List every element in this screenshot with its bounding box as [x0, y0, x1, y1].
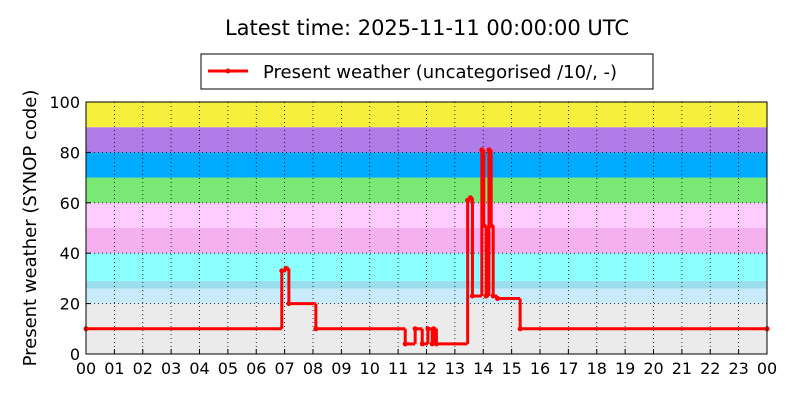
- y-tick-label: 60: [60, 194, 80, 213]
- x-tick-label: 12: [416, 359, 436, 378]
- marker: [286, 301, 292, 307]
- marker: [481, 222, 487, 228]
- marker: [313, 326, 319, 332]
- band: [86, 152, 767, 178]
- marker: [279, 268, 285, 274]
- marker: [283, 265, 289, 271]
- x-tick-label: 08: [303, 359, 323, 378]
- x-tick-label: 06: [246, 359, 266, 378]
- x-tick-label: 11: [388, 359, 408, 378]
- marker: [488, 222, 494, 228]
- y-tick-label: 100: [49, 93, 80, 112]
- x-tick-label: 14: [473, 359, 493, 378]
- marker: [467, 195, 473, 201]
- marker: [517, 326, 523, 332]
- x-tick-label: 17: [558, 359, 578, 378]
- marker: [429, 341, 435, 347]
- band: [86, 288, 767, 304]
- x-tick-label: 22: [700, 359, 720, 378]
- x-tick-label: 00: [76, 359, 96, 378]
- y-tick-label: 40: [60, 244, 80, 263]
- marker: [479, 147, 485, 153]
- band: [86, 280, 767, 289]
- y-tick-label: 20: [60, 295, 80, 314]
- marker: [433, 341, 439, 347]
- marker: [425, 326, 431, 332]
- marker: [483, 293, 489, 299]
- legend-marker: [225, 68, 231, 74]
- y-axis-label: Present weather (SYNOP code): [20, 90, 41, 367]
- x-tick-label: 00: [757, 359, 777, 378]
- x-tick-label: 05: [218, 359, 238, 378]
- marker: [419, 341, 425, 347]
- x-tick-label: 15: [501, 359, 521, 378]
- x-tick-label: 01: [104, 359, 124, 378]
- x-tick-label: 03: [161, 359, 181, 378]
- y-tick-label: 0: [70, 345, 80, 364]
- marker: [469, 293, 475, 299]
- x-tick-label: 20: [643, 359, 663, 378]
- x-tick-label: 07: [274, 359, 294, 378]
- x-tick-label: 21: [672, 359, 692, 378]
- plot-frame: [85, 101, 768, 355]
- marker: [486, 147, 492, 153]
- y-tick-label: 80: [60, 143, 80, 162]
- x-tick-label: 04: [189, 359, 209, 378]
- band: [86, 228, 767, 254]
- marker: [402, 341, 408, 347]
- x-tick-label: 16: [530, 359, 550, 378]
- band: [86, 253, 767, 281]
- band: [86, 127, 767, 153]
- x-tick-label: 10: [360, 359, 380, 378]
- marker: [494, 296, 500, 302]
- x-tick-label: 18: [587, 359, 607, 378]
- marker: [431, 326, 437, 332]
- legend: Present weather (uncategorised /10/, -): [200, 53, 654, 90]
- x-tick-label: 02: [133, 359, 153, 378]
- x-tick-label: 13: [445, 359, 465, 378]
- legend-box: [200, 53, 654, 90]
- series: [83, 147, 770, 347]
- marker: [412, 326, 418, 332]
- legend-label: Present weather (uncategorised /10/, -): [263, 62, 617, 83]
- marker: [490, 293, 496, 299]
- chart-title: Latest time: 2025-11-11 00:00:00 UTC: [225, 16, 629, 40]
- x-tick-label: 19: [615, 359, 635, 378]
- x-tick-label: 23: [728, 359, 748, 378]
- x-tick-label: 09: [331, 359, 351, 378]
